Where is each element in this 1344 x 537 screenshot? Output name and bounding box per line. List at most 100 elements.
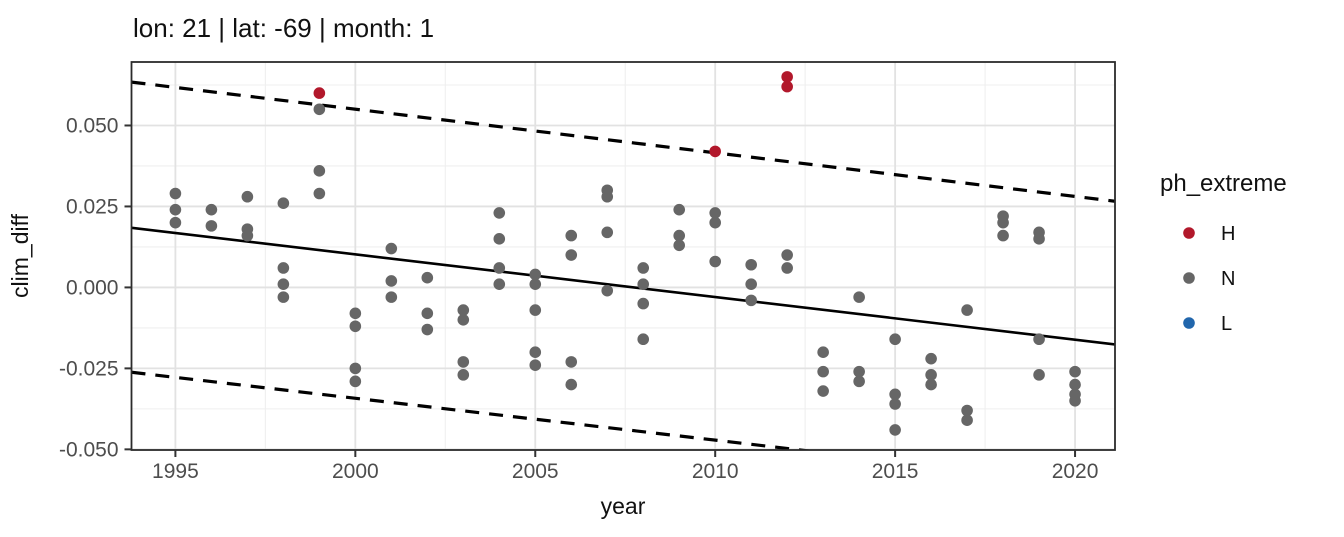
data-point-N [529,268,542,281]
legend-swatch-H [1183,227,1195,239]
y-tick-label: 0.025 [66,195,119,218]
data-point-N [565,356,578,368]
plot-title: lon: 21 | lat: -69 | month: 1 [133,13,434,43]
legend-items: H N L [1183,223,1235,335]
data-point-N [421,307,434,320]
x-tick-label: 2020 [1052,460,1099,483]
x-tick-label: 2010 [692,460,739,483]
data-point-H [709,145,721,158]
x-tick-label: 2015 [872,460,919,483]
x-axis: 1995 2000 2005 2010 2015 2020 [152,450,1098,483]
data-point-N [853,365,865,378]
data-point-N [529,304,542,316]
data-point-N [1033,333,1045,346]
data-point-N [169,216,182,229]
data-point-N [349,375,362,388]
data-point-N [853,291,865,303]
regression-lines [131,80,1115,450]
legend-item: L [1183,313,1232,335]
data-point-N [781,262,793,274]
legend-item-label: N [1221,268,1235,290]
data-point-N [925,352,937,365]
y-tick-label: -0.025 [59,357,119,380]
data-point-N [277,262,290,274]
data-point-N [349,307,362,320]
data-point-N [673,203,686,216]
data-point-N [853,375,865,388]
data-point-N [745,258,757,271]
data-point-N [637,262,650,274]
data-point-N [385,275,398,287]
data-point-N [457,314,470,326]
data-point-N [1069,378,1081,391]
y-axis: -0.050 -0.025 0.000 0.025 0.050 [59,114,132,461]
data-point-N [925,378,937,391]
data-point-N [493,207,506,219]
data-point-N [349,320,362,333]
data-point-N [457,356,470,368]
data-point-H [781,71,793,83]
legend-swatch-N [1183,272,1195,284]
data-point-N [817,365,829,378]
data-point-N [529,278,542,290]
data-point-N [889,424,901,436]
data-point-N [709,207,721,219]
data-point-N [1033,233,1045,245]
data-point-N [565,378,578,391]
data-point-N [961,414,973,427]
data-point-N [421,323,434,336]
data-point-N [565,229,578,242]
data-point-N [997,216,1009,229]
y-tick-label: 0.000 [66,276,119,299]
data-point-N [745,294,757,307]
data-point-N [817,385,829,397]
data-point-N [205,220,218,232]
data-point-N [601,190,614,203]
data-point-N [529,359,542,371]
data-point-N [637,333,650,346]
x-tick-label: 1995 [152,460,199,483]
legend-item: N [1183,268,1235,290]
data-point-N [601,226,614,239]
data-point-N [457,369,470,381]
data-point-N [1033,369,1045,381]
data-point-N [709,255,721,268]
data-point-N [313,165,326,177]
upper-interval-line [131,80,1115,203]
data-point-N [421,271,434,284]
data-point-N [1069,365,1081,378]
data-point-N [565,249,578,261]
data-point-N [673,229,686,242]
minor-gridlines [131,62,1115,450]
data-point-N [457,304,470,316]
trend-line [131,226,1115,346]
legend-item-label: H [1221,223,1235,245]
data-point-N [241,229,254,242]
legend: ph_extreme H N L [1160,170,1287,335]
data-point-N [529,346,542,358]
data-point-N [637,278,650,290]
data-point-N [889,388,901,401]
data-point-N [961,304,973,316]
y-axis-title: clim_diff [7,213,33,298]
data-point-N [997,229,1009,242]
legend-title: ph_extreme [1160,170,1287,197]
data-point-N [925,369,937,381]
data-point-N [673,239,686,252]
data-points [169,71,1081,436]
data-point-N [889,398,901,410]
data-point-N [277,197,290,210]
legend-item-label: L [1221,313,1232,335]
data-point-H [781,80,793,93]
data-point-N [745,278,757,290]
data-point-N [241,190,254,203]
x-tick-label: 2000 [332,460,379,483]
data-point-N [169,187,182,200]
data-point-N [313,103,326,116]
data-point-N [601,284,614,297]
data-point-N [637,297,650,310]
data-point-N [205,203,218,216]
plot-panel [131,62,1115,450]
